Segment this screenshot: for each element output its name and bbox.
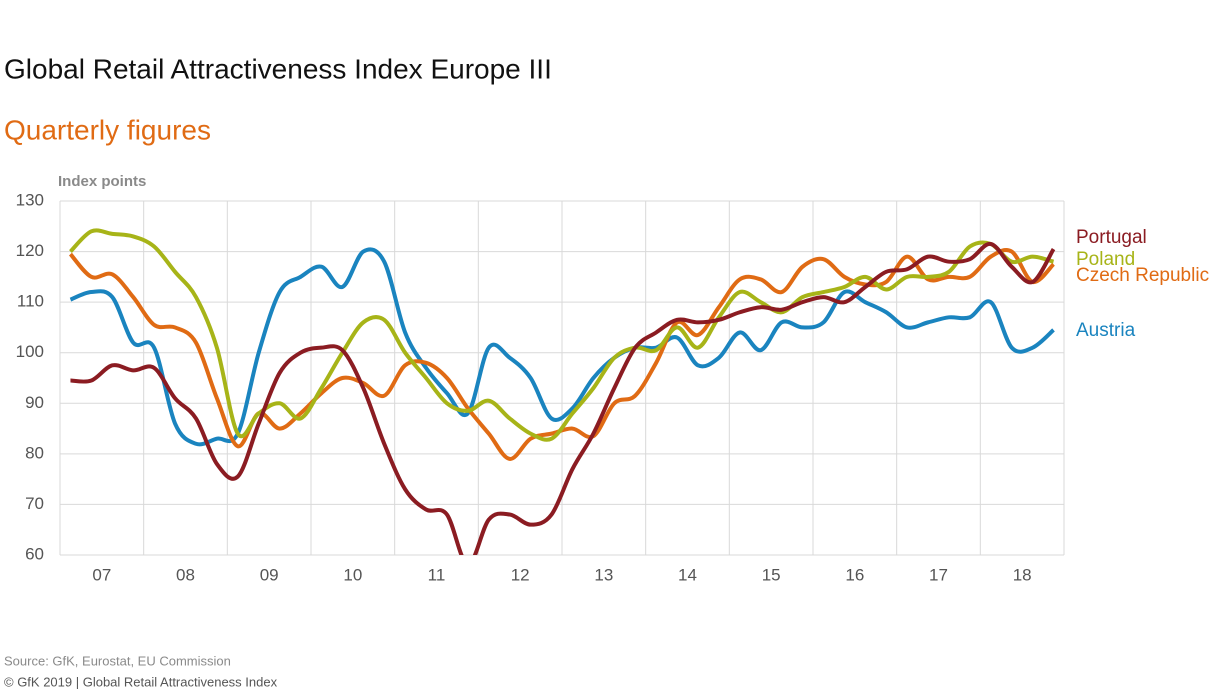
legend-label: Czech Republic <box>1076 265 1209 286</box>
chart-title: Global Retail Attractiveness Index Europ… <box>4 53 552 84</box>
footnote: © GfK 2019 | Global Retail Attractivenes… <box>4 674 278 689</box>
legend-label: Portugal <box>1076 227 1147 248</box>
chart-subtitle: Quarterly figures <box>4 114 211 145</box>
x-tick-label: 12 <box>511 565 530 584</box>
y-tick-label: 90 <box>25 393 44 412</box>
x-tick-label: 07 <box>92 565 111 584</box>
y-tick-label: 100 <box>16 342 44 361</box>
y-tick-label: 120 <box>16 241 44 260</box>
y-tick-label: 110 <box>17 292 44 311</box>
y-tick-label: 60 <box>25 544 44 563</box>
x-tick-label: 14 <box>678 565 697 584</box>
x-tick-label: 18 <box>1013 565 1032 584</box>
x-tick-label: 11 <box>428 565 446 584</box>
series-line <box>70 241 1056 555</box>
plot-area <box>68 228 1056 555</box>
series-line <box>69 228 1055 442</box>
x-tick-label: 17 <box>929 565 948 584</box>
y-tick-label: 130 <box>16 190 44 209</box>
x-tick-label: 09 <box>260 565 279 584</box>
legend-label: Poland <box>1076 249 1135 270</box>
x-tick-label: 10 <box>343 565 362 584</box>
y-tick-label: 70 <box>25 494 44 513</box>
x-tick-label: 16 <box>845 565 864 584</box>
x-tick-label: 15 <box>762 565 781 584</box>
legend-label: Austria <box>1076 320 1136 341</box>
series-line <box>69 247 1055 447</box>
footnote: Source: GfK, Eurostat, EU Commission <box>4 653 231 668</box>
x-tick-label: 13 <box>594 565 613 584</box>
x-tick-label: 08 <box>176 565 195 584</box>
y-axis-label: Index points <box>58 173 146 190</box>
y-tick-label: 80 <box>25 443 44 462</box>
